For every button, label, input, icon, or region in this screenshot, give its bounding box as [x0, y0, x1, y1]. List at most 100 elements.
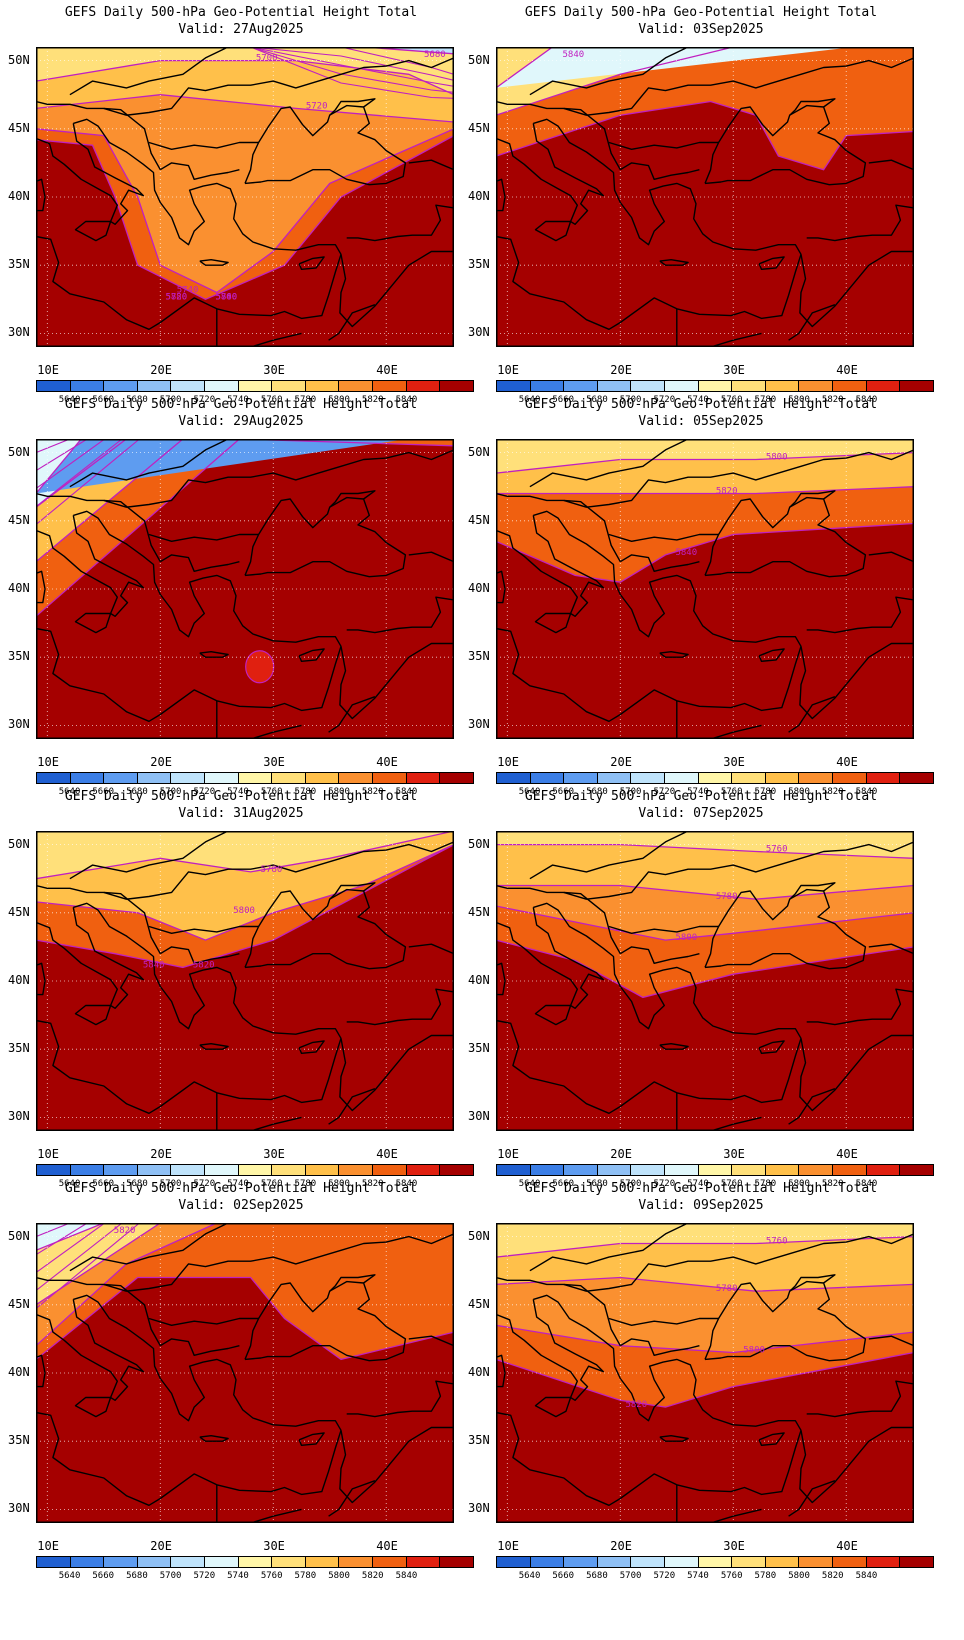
colorbar-swatch: [799, 773, 834, 783]
colorbar-label: 5780: [294, 787, 317, 797]
coastline: [659, 1435, 689, 1442]
colorbar-swatch: [272, 773, 306, 783]
contour-line: [36, 135, 454, 301]
contour-line: [36, 844, 454, 969]
colorbar-label: 5700: [159, 395, 182, 405]
panel-title: GEFS Daily 500-hPa Geo-Potential Height …: [64, 789, 418, 804]
contour-line: [36, 1223, 105, 1251]
coastline: [328, 1480, 376, 1517]
valid-date: Valid: 31Aug2025: [178, 806, 304, 821]
contour-label: 5800: [233, 906, 255, 916]
coastline: [159, 554, 240, 572]
coastline: [148, 1317, 259, 1326]
lat-tick-label: 30N: [8, 325, 30, 340]
colorbar-swatch: [406, 773, 441, 783]
coastline: [103, 1233, 454, 1292]
colorbar-swatch: [305, 773, 340, 783]
lon-tick-label: 40E: [376, 363, 398, 377]
colorbar-swatch: [70, 381, 105, 391]
colorbar-swatch: [238, 1165, 273, 1175]
colorbar-swatch: [205, 1557, 239, 1567]
lat-tick-label: 50N: [468, 836, 490, 851]
colorbar-swatch: [732, 1165, 766, 1175]
colorbar-swatch: [900, 773, 933, 783]
coastline: [704, 496, 867, 578]
colorbar-label: 5640: [518, 1179, 541, 1189]
colorbar-swatch: [900, 1165, 933, 1175]
colorbar: [36, 380, 474, 392]
colorbar-swatch: [70, 1557, 105, 1567]
colorbar-swatch: [900, 381, 933, 391]
coastline: [148, 925, 259, 934]
lon-tick-label: 30E: [263, 363, 285, 377]
lon-tick-label: 10E: [497, 1147, 519, 1161]
colorbar-label: 5820: [361, 1571, 384, 1581]
colorbar-label: 5760: [260, 1179, 283, 1189]
lon-tick-label: 20E: [610, 1147, 632, 1161]
coastline: [533, 510, 802, 647]
colorbar-label: 5680: [586, 1571, 608, 1581]
lat-tick-label: 45N: [468, 1296, 490, 1311]
colorbar-label: 5700: [159, 787, 182, 797]
colorbar-label: 5680: [126, 1179, 148, 1189]
coastline: [408, 551, 454, 563]
coastline: [74, 612, 112, 634]
coastline: [496, 1411, 802, 1506]
lat-tick-label: 40N: [468, 189, 490, 203]
map-frame: [496, 1223, 914, 1523]
colorbar-swatch: [564, 381, 598, 391]
contour-label: 5840: [675, 548, 697, 558]
colorbar-swatch: [665, 1557, 699, 1567]
contour-label: 5820: [193, 960, 215, 970]
lon-tick-label: 40E: [836, 755, 858, 769]
colorbar-swatch: [698, 773, 733, 783]
lon-tick-label: 40E: [376, 1147, 398, 1161]
contour-line: [496, 522, 914, 583]
coastline: [496, 570, 506, 604]
colorbar-swatch: [406, 1165, 441, 1175]
lat-tick-label: 50N: [468, 444, 490, 459]
coastline: [74, 220, 112, 242]
map-panel: GEFS Daily 500-hPa Geo-Potential Height …: [0, 784, 482, 1194]
coastline: [36, 235, 342, 330]
contour-label: 5760: [766, 1236, 788, 1246]
coastline: [36, 1411, 342, 1506]
closed-high-contour: [245, 650, 275, 684]
colorbar-label: 5760: [260, 787, 283, 797]
colorbar-label: 5640: [58, 395, 81, 405]
coastline: [659, 651, 689, 658]
lon-tick-label: 20E: [610, 1539, 632, 1553]
colorbar: [36, 1556, 474, 1568]
colorbar-label: 5640: [58, 1179, 81, 1189]
coastline: [339, 250, 454, 328]
colorbar-swatch: [440, 381, 473, 391]
coastline: [563, 1233, 914, 1292]
coastline: [244, 888, 407, 970]
lon-tick-label: 10E: [37, 1147, 59, 1161]
contour-line: [36, 831, 454, 880]
coastline: [69, 831, 229, 880]
colorbar-label: 5720: [653, 395, 676, 405]
colorbar-swatch: [305, 381, 340, 391]
colorbar-label: 5680: [126, 1571, 148, 1581]
colorbar-swatch: [900, 1557, 933, 1567]
colorbar-label: 5700: [619, 395, 642, 405]
coastline: [346, 988, 454, 1026]
colorbar: [496, 380, 934, 392]
colorbar-label: 5840: [855, 395, 878, 405]
height-map: 5680 5700 5720 5740 5760 5780 5800 5820 5840: [36, 47, 454, 347]
colorbar-label: 5700: [159, 1179, 182, 1189]
colorbar-swatch: [866, 381, 901, 391]
coastline: [73, 1294, 342, 1431]
colorbar-swatch: [339, 1165, 374, 1175]
contour-line: [36, 439, 123, 508]
contour-label: 5700: [256, 54, 278, 64]
lat-tick-label: 40N: [8, 581, 30, 595]
coastline: [529, 831, 689, 880]
colorbar-swatch: [37, 381, 71, 391]
contour-label: 5800: [766, 452, 788, 462]
coastline: [199, 1043, 229, 1050]
colorbar-label: 5680: [126, 787, 148, 797]
coastline: [496, 235, 802, 330]
colorbar-swatch: [37, 773, 71, 783]
